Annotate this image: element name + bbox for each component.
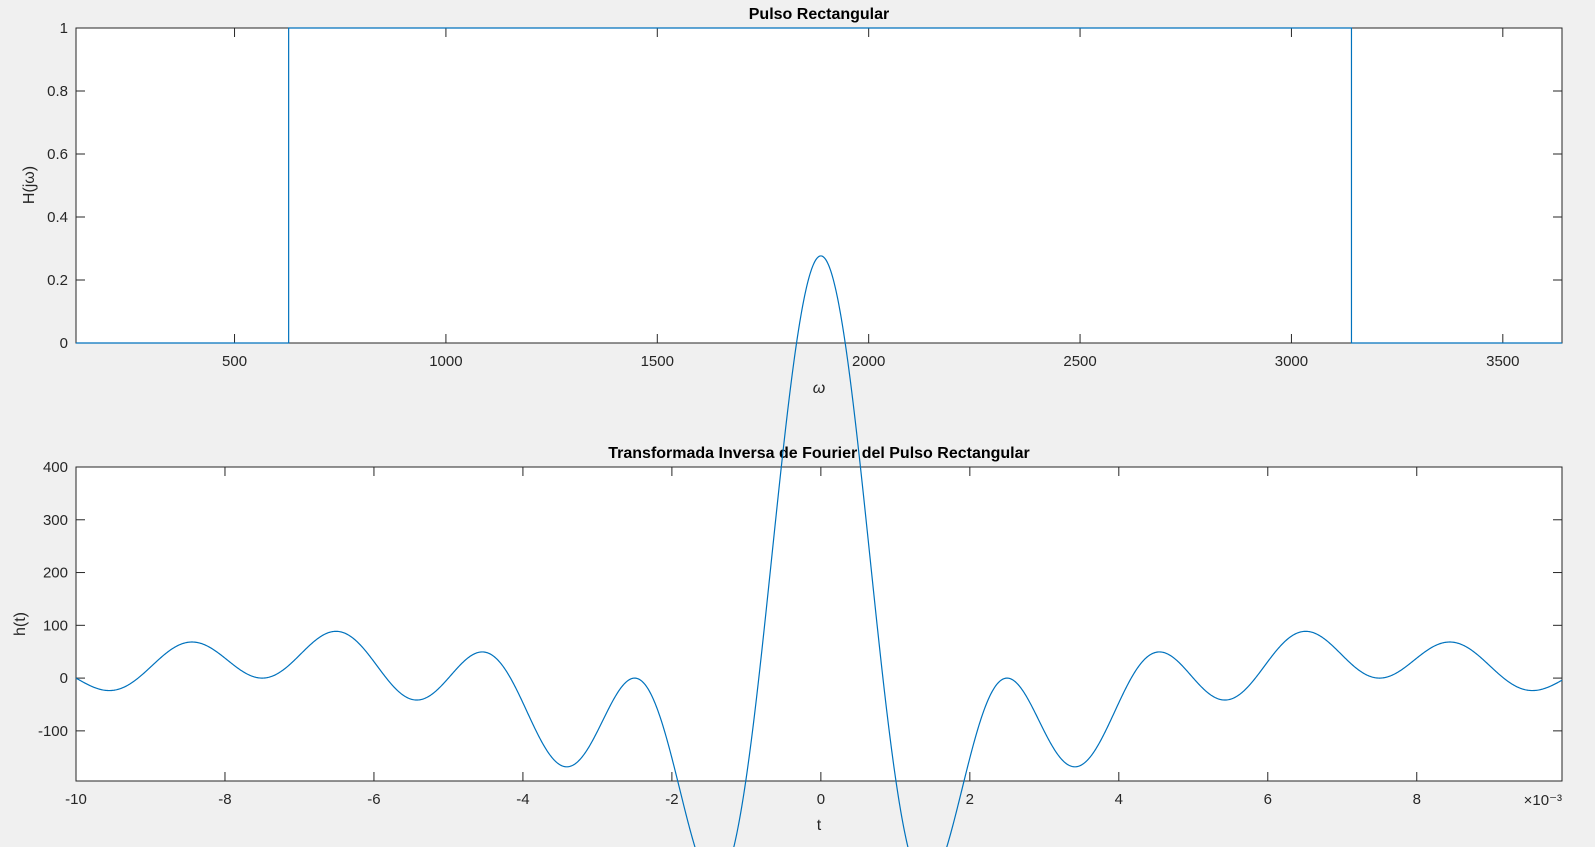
x-tick-label: -2 [665,791,678,808]
x-tick-label: 2 [966,791,974,808]
top-title: Pulso Rectangular [749,6,889,23]
y-tick-label: 300 [43,512,68,529]
top-y-ticks: 0 0.2 0.4 0.6 0.8 1 [47,20,1562,352]
bottom-y-ticks: -100 0 100 200 300 400 [38,459,1562,740]
bottom-axes: Transformada Inversa de Fourier del Puls… [12,255,1563,847]
y-tick-label: 100 [43,617,68,634]
y-tick-label: 0.4 [47,209,68,226]
bottom-x-ticks: -10 -8 -6 -4 -2 0 2 4 6 8 [65,467,1421,808]
bottom-series-line [75,255,1563,847]
x-tick-label: 0 [817,791,825,808]
bottom-title: Transformada Inversa de Fourier del Puls… [608,445,1029,462]
x-tick-label: -10 [65,791,87,808]
x-tick-label: -8 [218,791,231,808]
x-tick-label: 1000 [429,353,462,370]
y-tick-label: 0.8 [47,83,68,100]
y-tick-label: 0 [60,670,68,687]
bottom-x-multiplier: ×10⁻³ [1524,792,1562,809]
x-tick-label: 3000 [1275,353,1308,370]
x-tick-label: 8 [1413,791,1421,808]
x-tick-label: -6 [367,791,380,808]
bottom-plot-area [75,466,1563,782]
top-plot-area [75,27,1563,344]
top-x-ticks: 500 1000 1500 2000 2500 3000 3500 [222,28,1520,370]
x-tick-label: 1500 [641,353,674,370]
x-tick-label: 500 [222,353,247,370]
y-tick-label: 400 [43,459,68,476]
x-tick-label: -4 [516,791,529,808]
top-y-label: H(jω) [21,166,38,204]
x-tick-label: 4 [1115,791,1123,808]
y-tick-label: 0.2 [47,272,68,289]
top-axes: Pulso Rectangular 500 1000 1500 2000 2500 300… [21,6,1563,397]
x-tick-label: 2500 [1063,353,1096,370]
x-tick-label: 3500 [1486,353,1519,370]
y-tick-label: 0.6 [47,146,68,163]
x-tick-label: 2000 [852,353,885,370]
bottom-y-label: h(t) [12,612,29,636]
y-tick-label: -100 [38,723,68,740]
top-series-line [76,27,1562,344]
y-tick-label: 1 [60,20,68,37]
x-tick-label: 6 [1264,791,1272,808]
y-tick-label: 200 [43,565,68,582]
top-x-label: ω [813,380,825,397]
bottom-x-label: t [817,817,822,834]
y-tick-label: 0 [60,335,68,352]
